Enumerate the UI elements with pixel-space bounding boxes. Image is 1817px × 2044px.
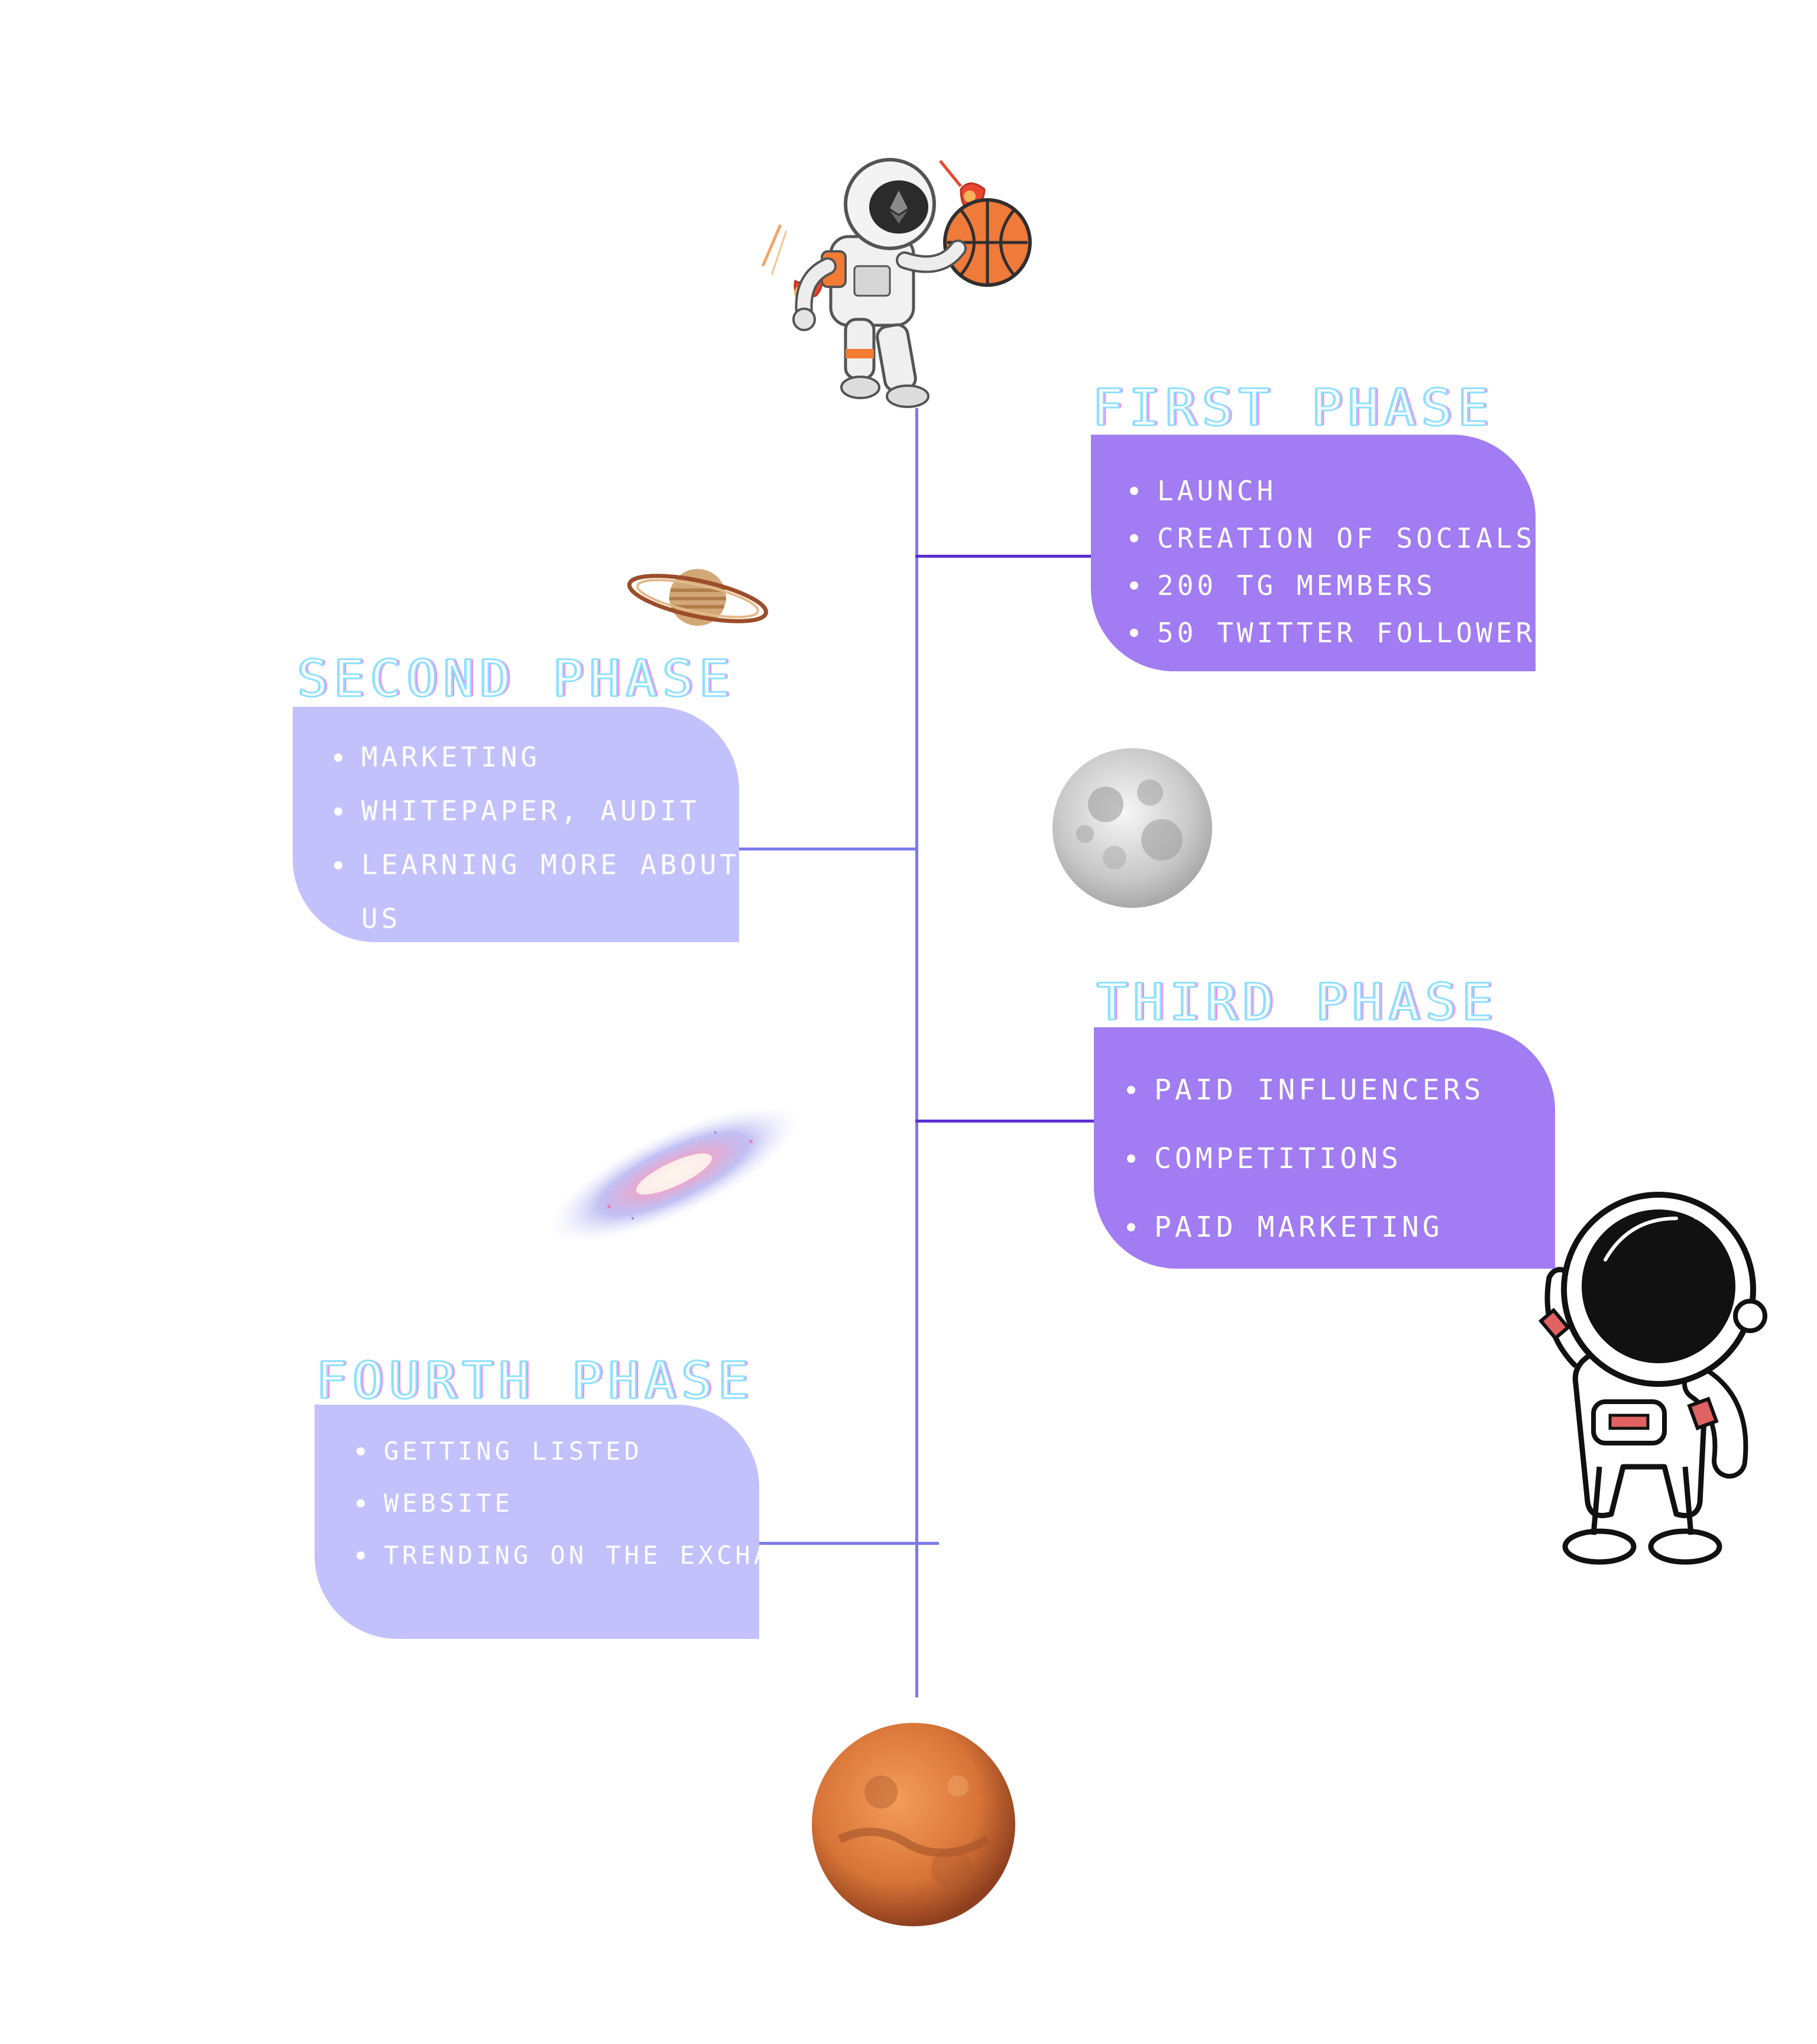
galaxy-illustration — [549, 1105, 799, 1243]
list-item: PAID MARKETING — [1127, 1193, 1555, 1262]
list-item: COMPETITIONS — [1127, 1124, 1555, 1193]
mars-illustration — [812, 1723, 1015, 1926]
moon-illustration — [1052, 748, 1212, 908]
connector-second-phase — [739, 848, 916, 850]
list-item: 200 TG MEMBERS — [1130, 562, 1536, 609]
list-item: WHITEPAPER, AUDIT — [334, 784, 739, 838]
list-item: CREATION OF SOCIALS — [1130, 515, 1536, 562]
third-phase-title: THIRD PHASE — [1096, 972, 1499, 1033]
second-phase-title: SECOND PHASE — [296, 649, 736, 710]
astronaut-basketball-illustration — [761, 158, 1032, 408]
list-item: LEARNING MORE ABOUT — [334, 838, 739, 892]
timeline-spine — [915, 408, 918, 1697]
list-item: TRENDING ON THE EXCHANGES — [357, 1529, 843, 1581]
list-item: MARKETING — [334, 730, 739, 784]
list-item: LAUNCH — [1130, 467, 1536, 515]
saturn-illustration — [627, 569, 769, 626]
list-item: PAID INFLUENCERS — [1127, 1056, 1555, 1124]
astronaut-waving-illustration — [1538, 1192, 1767, 1565]
third-phase-card: PAID INFLUENCERS COMPETITIONS PAID MARKE… — [1094, 1027, 1555, 1269]
connector-fourth-phase — [759, 1542, 939, 1545]
connector-first-phase — [915, 555, 1093, 558]
second-phase-card: MARKETING WHITEPAPER, AUDIT LEARNING MOR… — [293, 707, 739, 942]
list-item: GETTING LISTED — [357, 1425, 759, 1477]
first-phase-card: LAUNCH CREATION OF SOCIALS 200 TG MEMBER… — [1091, 435, 1552, 671]
list-item: WEBSITE — [357, 1477, 759, 1529]
fourth-phase-title: FOURTH PHASE — [315, 1351, 755, 1412]
first-phase-title: FIRST PHASE — [1092, 378, 1495, 439]
list-item: 50 TWITTER FOLLOWERS — [1130, 609, 1552, 656]
fourth-phase-card: GETTING LISTED WEBSITE TRENDING ON THE E… — [315, 1405, 843, 1639]
connector-third-phase — [915, 1120, 1095, 1123]
list-item: US — [361, 903, 401, 934]
